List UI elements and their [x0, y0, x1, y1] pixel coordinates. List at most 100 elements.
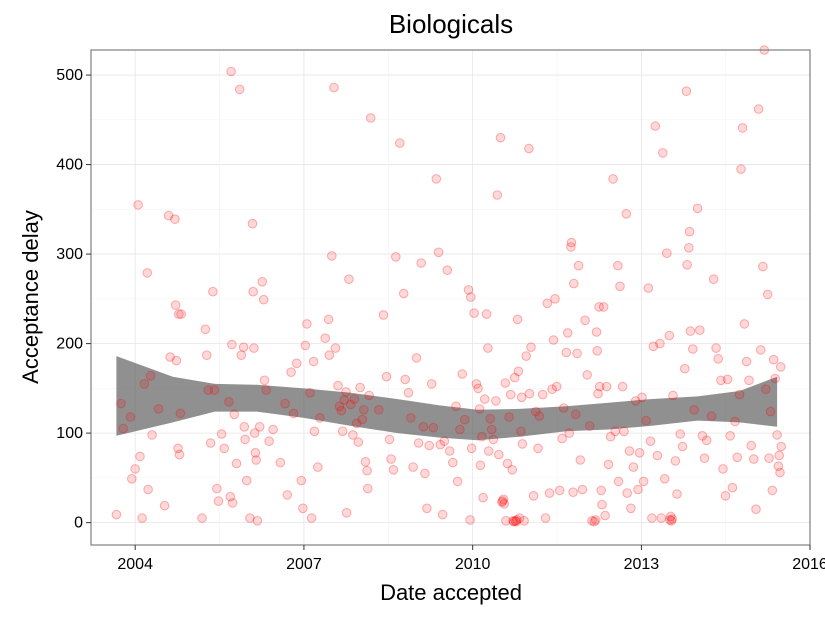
data-point	[205, 438, 216, 448]
y-axis-title: Acceptance delay	[18, 210, 43, 384]
data-point	[381, 371, 392, 382]
data-point	[481, 309, 492, 319]
data-point	[245, 513, 255, 523]
smooth-confidence-band	[116, 356, 778, 441]
data-point	[656, 513, 667, 523]
data-point	[582, 370, 593, 380]
data-point	[697, 431, 708, 441]
data-point	[768, 354, 779, 365]
data-point	[153, 404, 164, 414]
data-point	[173, 443, 183, 454]
data-point	[648, 341, 659, 352]
data-point	[431, 174, 442, 184]
data-point	[475, 460, 486, 471]
data-point	[466, 443, 477, 454]
data-point	[594, 381, 605, 392]
data-point	[374, 405, 384, 415]
data-point	[587, 516, 597, 526]
data-point	[413, 438, 424, 448]
data-point	[737, 123, 748, 133]
data-point	[355, 382, 365, 393]
data-point	[386, 454, 396, 464]
data-point	[282, 490, 293, 500]
data-point	[408, 462, 418, 472]
data-point	[701, 435, 712, 446]
data-point	[359, 405, 369, 415]
data-point	[241, 475, 252, 486]
data-point	[664, 330, 675, 341]
data-point	[268, 424, 278, 435]
data-point	[638, 476, 649, 487]
data-point	[613, 260, 623, 271]
data-point	[711, 343, 721, 353]
data-point	[508, 516, 518, 526]
data-point	[175, 408, 186, 419]
data-point	[601, 381, 612, 392]
data-point	[682, 260, 692, 270]
data-point	[554, 485, 565, 496]
data-point	[562, 328, 573, 338]
data-point	[589, 516, 600, 527]
data-point	[621, 209, 632, 219]
data-point	[591, 327, 602, 337]
data-point	[573, 260, 584, 271]
data-point	[174, 309, 184, 319]
data-point	[261, 385, 272, 395]
data-point	[770, 373, 781, 384]
data-point	[226, 66, 236, 77]
data-point	[572, 348, 582, 359]
data-point	[741, 356, 752, 367]
data-point	[746, 440, 757, 451]
data-point	[637, 392, 647, 403]
data-point	[755, 345, 766, 355]
data-point	[494, 449, 504, 460]
data-point	[641, 415, 652, 426]
data-point	[597, 499, 607, 510]
data-point	[341, 508, 352, 518]
data-point	[540, 513, 551, 523]
data-point	[444, 446, 455, 456]
data-point	[761, 384, 771, 395]
data-point	[775, 362, 786, 372]
y-tick-label: 300	[56, 246, 83, 263]
data-point	[685, 326, 696, 336]
data-point	[765, 406, 776, 417]
data-point	[197, 513, 207, 523]
data-point	[225, 491, 236, 502]
data-point	[526, 342, 536, 353]
data-point	[344, 274, 354, 285]
data-point	[684, 226, 695, 237]
data-point	[398, 288, 409, 299]
data-point	[566, 237, 577, 248]
data-point	[753, 104, 764, 114]
data-point	[437, 509, 448, 520]
data-point	[439, 436, 450, 447]
data-point	[300, 340, 311, 351]
data-point	[487, 424, 497, 435]
data-point	[288, 408, 299, 419]
data-point	[516, 392, 527, 403]
data-point	[736, 164, 746, 174]
data-point	[327, 251, 337, 261]
x-tick-label: 2010	[455, 556, 491, 573]
data-point	[708, 274, 719, 285]
data-point	[521, 351, 532, 361]
grid	[91, 50, 811, 545]
data-point	[463, 285, 474, 295]
data-point	[659, 474, 670, 484]
y-tick-label: 200	[56, 336, 83, 353]
data-point	[575, 455, 586, 465]
data-point	[296, 475, 307, 486]
data-point	[143, 484, 153, 495]
data-point	[491, 396, 501, 406]
data-point	[452, 476, 463, 487]
data-point	[348, 430, 358, 440]
data-point	[773, 461, 784, 472]
data-point	[499, 499, 510, 509]
data-point	[351, 418, 362, 429]
data-point	[363, 483, 373, 494]
data-point	[774, 450, 785, 461]
data-point	[502, 458, 513, 469]
data-point	[670, 456, 681, 466]
